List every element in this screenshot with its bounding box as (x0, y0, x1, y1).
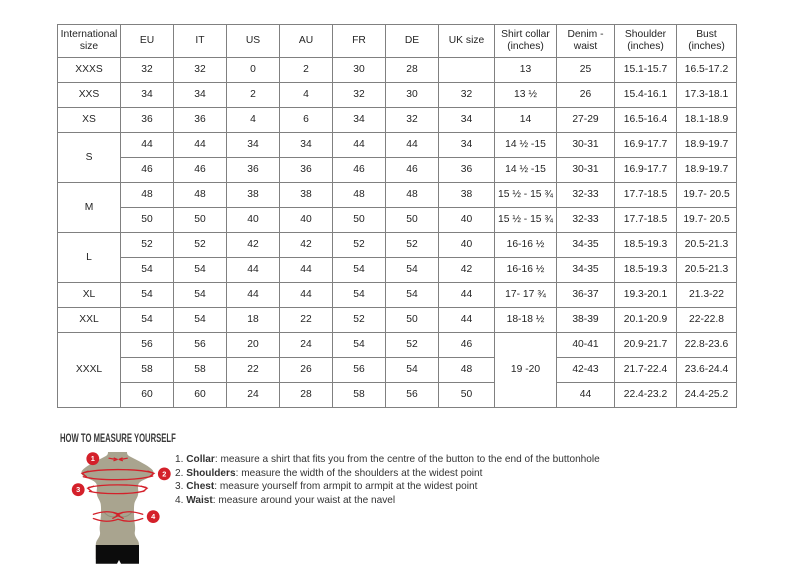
svg-text:1: 1 (91, 454, 95, 463)
svg-text:3: 3 (76, 485, 80, 494)
svg-text:2: 2 (162, 469, 166, 478)
